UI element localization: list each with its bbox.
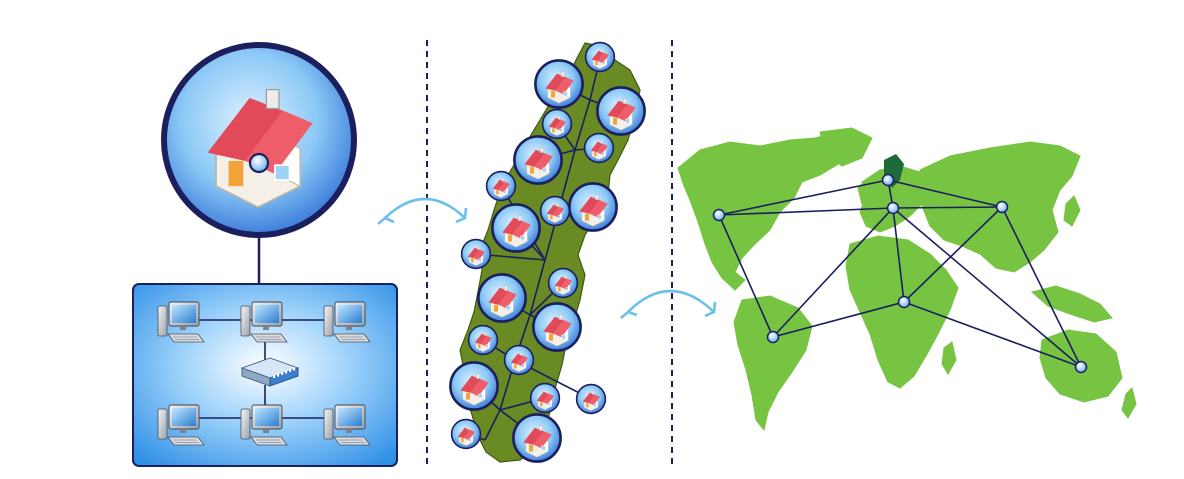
home-node [586, 43, 615, 72]
home-node [597, 87, 644, 134]
world-nodes [712, 173, 1088, 374]
desktop-computer-icon [240, 301, 288, 343]
home-node [452, 420, 481, 449]
desktop-computer-icon [240, 404, 288, 446]
network-node-icon [881, 173, 895, 187]
home-node [585, 134, 614, 163]
home-node [541, 197, 570, 226]
home-node [514, 136, 561, 183]
home-node [478, 274, 525, 321]
home-node [487, 172, 516, 201]
home-node [543, 110, 572, 139]
home-node [533, 303, 580, 350]
network-node-icon [248, 152, 270, 174]
home-node [535, 60, 582, 107]
curved-double-arrow-icon [377, 197, 468, 225]
network-node-icon [897, 295, 911, 309]
home-node [531, 384, 560, 413]
home-node [462, 240, 491, 269]
network-node-icon [712, 208, 726, 222]
home-lan-panel [132, 42, 398, 467]
home-node [450, 362, 497, 409]
desktop-computer-icon [323, 404, 371, 446]
desktop-computer-icon [323, 301, 371, 343]
home-circle [161, 42, 357, 238]
desktop-computer-icon [157, 301, 205, 343]
network-node-icon [1074, 360, 1088, 374]
home-node [505, 346, 534, 375]
global-network-panel [677, 127, 1137, 432]
home-node [469, 326, 498, 355]
home-node [569, 183, 616, 230]
network-node-icon [886, 201, 900, 215]
home-node [549, 269, 578, 298]
home-node [513, 414, 560, 461]
home-node [492, 204, 539, 251]
home-node [577, 385, 606, 414]
network-switch-icon [240, 357, 300, 387]
network-node-icon [995, 200, 1009, 214]
global-links [718, 179, 1082, 368]
desktop-computer-icon [157, 404, 205, 446]
national-network-panel [450, 43, 644, 462]
curved-double-arrow-icon [620, 289, 717, 319]
network-node-icon [766, 330, 780, 344]
